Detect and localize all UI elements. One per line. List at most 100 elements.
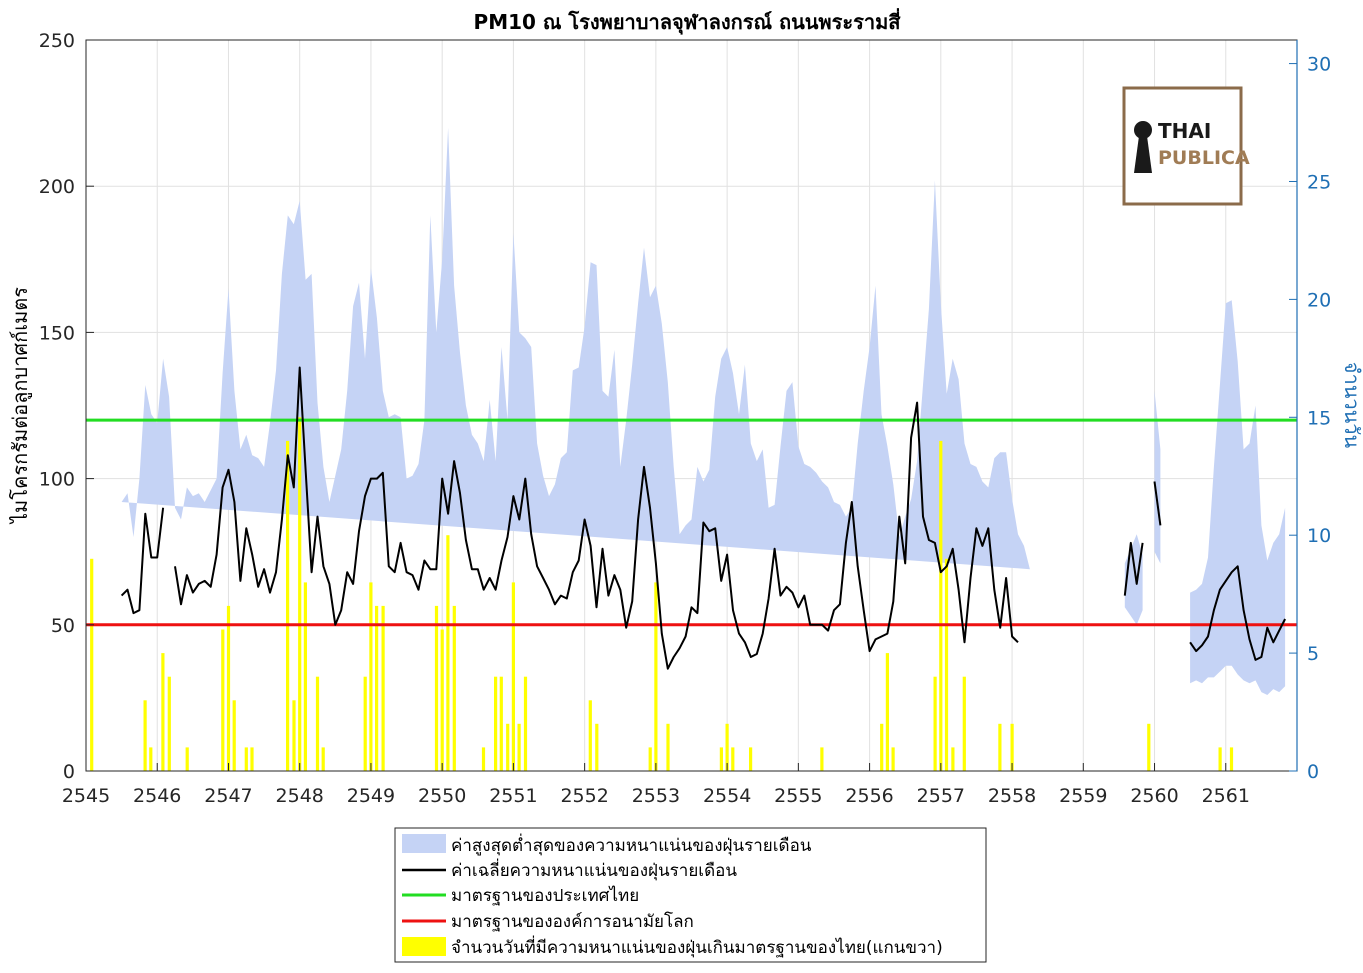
mean-line-segment — [1189, 565, 1286, 661]
exceedance-bar — [369, 582, 373, 771]
exceedance-bar — [731, 747, 735, 771]
y-tick-label: 50 — [51, 615, 75, 637]
exceedance-bar — [517, 723, 521, 771]
x-tick-label: 2557 — [917, 785, 965, 807]
x-axis-ticks: 2545 2546 2547 2548 2549 2550 2551 2552 2553 2554… — [62, 763, 1250, 807]
exceedance-bar — [446, 535, 450, 771]
legend-swatch-band — [402, 834, 446, 853]
keyhole-icon — [1134, 121, 1152, 173]
mean-line-segment — [1123, 541, 1144, 596]
exceedance-bar — [523, 676, 528, 771]
exceedance-bar — [749, 747, 753, 771]
x-tick-label: 2558 — [988, 785, 1036, 807]
exceedance-bar — [595, 723, 599, 771]
mean-line-segment — [174, 366, 1019, 670]
exceedance-bar — [286, 440, 290, 771]
exceedance-bar — [725, 723, 729, 771]
exceedance-bar — [161, 653, 165, 771]
legend: ค่าสูงสุดต่ำสุดของความหนาแน่นของฝุ่นรายเ… — [394, 827, 987, 963]
exceedance-bar — [381, 605, 385, 771]
right-y-tick-label: 30 — [1307, 54, 1331, 76]
x-tick-label: 2560 — [1130, 785, 1178, 807]
y-tick-label: 0 — [63, 761, 75, 783]
right-y-tick-label: 10 — [1307, 525, 1331, 547]
exceedance-bar — [363, 676, 367, 771]
exceedance-bar — [939, 440, 943, 771]
right-y-tick-label: 15 — [1307, 407, 1331, 429]
exceedance-bar — [298, 417, 302, 771]
right-y-tick-label: 20 — [1307, 289, 1331, 311]
exceedance-bar — [149, 747, 153, 771]
exceedance-bar — [506, 723, 510, 771]
exceedance-bar — [880, 723, 884, 771]
exceedance-bar — [998, 723, 1002, 771]
mean-line-segment — [1153, 481, 1162, 526]
logo-line2: PUBLICA — [1158, 147, 1250, 169]
exceedance-bar — [232, 700, 236, 771]
exceedance-bar — [250, 747, 254, 771]
x-tick-label: 2559 — [1059, 785, 1107, 807]
exceedance-bar — [511, 582, 515, 771]
x-tick-label: 2547 — [204, 785, 252, 807]
exceedance-bar — [481, 747, 486, 771]
exceedance-bar — [933, 676, 937, 771]
band-segment — [1190, 300, 1286, 695]
x-tick-label: 2554 — [703, 785, 751, 807]
x-tick-label: 2561 — [1202, 785, 1250, 807]
exceedance-bar — [315, 676, 320, 771]
exceedance-bar — [1229, 747, 1234, 771]
x-tick-label: 2546 — [133, 785, 181, 807]
exceedance-bar — [434, 605, 439, 771]
y-tick-label: 100 — [39, 469, 75, 491]
x-tick-label: 2553 — [632, 785, 680, 807]
exceedance-bar — [820, 747, 824, 771]
exceedance-bar — [452, 605, 456, 771]
x-tick-label: 2545 — [62, 785, 110, 807]
exceedance-bar — [244, 747, 248, 771]
legend-entry-who: มาตรฐานขององค์การอนามัยโลก — [451, 911, 694, 932]
y-tick-label: 250 — [39, 30, 75, 52]
right-y-tick-label: 25 — [1307, 171, 1331, 193]
y-tick-label: 150 — [39, 322, 75, 344]
exceedance-bar — [944, 558, 949, 771]
exceedance-bar — [167, 676, 171, 771]
thaipublica-logo: THAI PUBLICA — [1122, 86, 1250, 206]
exceedance-bar — [494, 676, 498, 771]
x-tick-label: 2552 — [560, 785, 608, 807]
legend-swatch-bars — [402, 937, 446, 956]
chart-title: PM10 ณ โรงพยาบาลจุฬาลงกรณ์ ถนนพระรามสี่ — [474, 7, 902, 35]
exceedance-bar — [375, 605, 379, 771]
exceedance-bar — [90, 558, 94, 771]
exceedance-bar — [654, 582, 658, 771]
logo-line1: THAI — [1158, 119, 1211, 143]
x-tick-label: 2550 — [418, 785, 466, 807]
exceedance-bar — [1147, 723, 1151, 771]
x-tick-label: 2549 — [347, 785, 395, 807]
exceedance-bar — [226, 605, 231, 771]
standard-lines — [86, 418, 1297, 627]
exceedance-bar — [648, 747, 652, 771]
legend-entry-band: ค่าสูงสุดต่ำสุดของความหนาแน่นของฝุ่นรายเ… — [451, 833, 812, 856]
x-tick-label: 2548 — [276, 785, 324, 807]
exceedance-bar — [1218, 747, 1222, 771]
mean-line-segment — [120, 507, 165, 615]
legend-entry-mean: ค่าเฉลี่ยความหนาแน่นของฝุ่นรายเดือน — [451, 858, 737, 881]
exceedance-bar — [588, 700, 592, 771]
exceedance-bar — [221, 629, 225, 771]
x-tick-label: 2555 — [774, 785, 822, 807]
exceedance-bar — [951, 747, 955, 771]
exceedance-bar — [440, 629, 444, 771]
x-tick-label: 2556 — [845, 785, 893, 807]
legend-entry-thai: มาตรฐานของประเทศไทย — [451, 885, 639, 906]
right-y-axis-ticks: 0 5 10 15 20 25 30 — [1289, 40, 1331, 783]
band-segment — [121, 127, 1030, 570]
monthly-mean-line — [120, 366, 1286, 670]
y-tick-label: 200 — [39, 176, 75, 198]
exceedance-bar — [891, 747, 895, 771]
x-tick-label: 2551 — [489, 785, 537, 807]
y-axis-label: ไมโครกรัมต่อลูกบาศก์เมตร — [8, 287, 33, 525]
exceedance-bar — [885, 653, 889, 771]
exceedance-bar — [321, 747, 325, 771]
exceedance-bar — [1010, 723, 1014, 771]
legend-box — [394, 827, 987, 963]
